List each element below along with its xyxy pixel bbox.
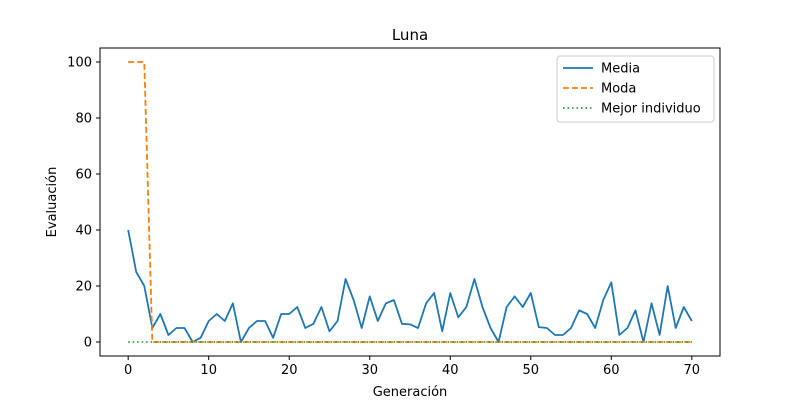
- legend-entry: Moda: [601, 82, 636, 97]
- legend-box: [556, 55, 715, 123]
- y-axis: 0 20 40 60 80 100: [67, 56, 100, 351]
- x-tick-label: 0: [124, 363, 132, 378]
- x-axis: 0 10 20 30 40 50 60 70: [124, 356, 700, 378]
- y-tick-label: 100: [67, 56, 92, 71]
- series-line-0: [127, 229, 693, 343]
- plot-area: [99, 47, 721, 357]
- series-line-1: [128, 61, 692, 343]
- x-tick-label: 40: [442, 363, 459, 378]
- chart-title: Luna: [392, 26, 428, 44]
- x-tick-label: 70: [684, 363, 701, 378]
- legend-entry: Media: [601, 62, 640, 77]
- y-tick-label: 0: [84, 336, 92, 351]
- legend: Media Moda Mejor individuo: [556, 55, 715, 123]
- x-tick-label: 50: [523, 363, 540, 378]
- legend-entry: Mejor individuo: [601, 102, 701, 117]
- x-tick-label: 20: [281, 363, 298, 378]
- y-tick-label: 80: [75, 112, 92, 127]
- x-tick-label: 10: [200, 363, 217, 378]
- y-tick-label: 60: [75, 168, 92, 183]
- y-tick-label: 20: [75, 280, 92, 295]
- x-tick-label: 60: [603, 363, 620, 378]
- y-tick-label: 40: [75, 224, 92, 239]
- x-tick-label: 30: [361, 363, 378, 378]
- plot-frame: [99, 47, 721, 357]
- x-axis-label: Generación: [373, 385, 448, 400]
- y-axis-label: Evaluación: [45, 167, 60, 238]
